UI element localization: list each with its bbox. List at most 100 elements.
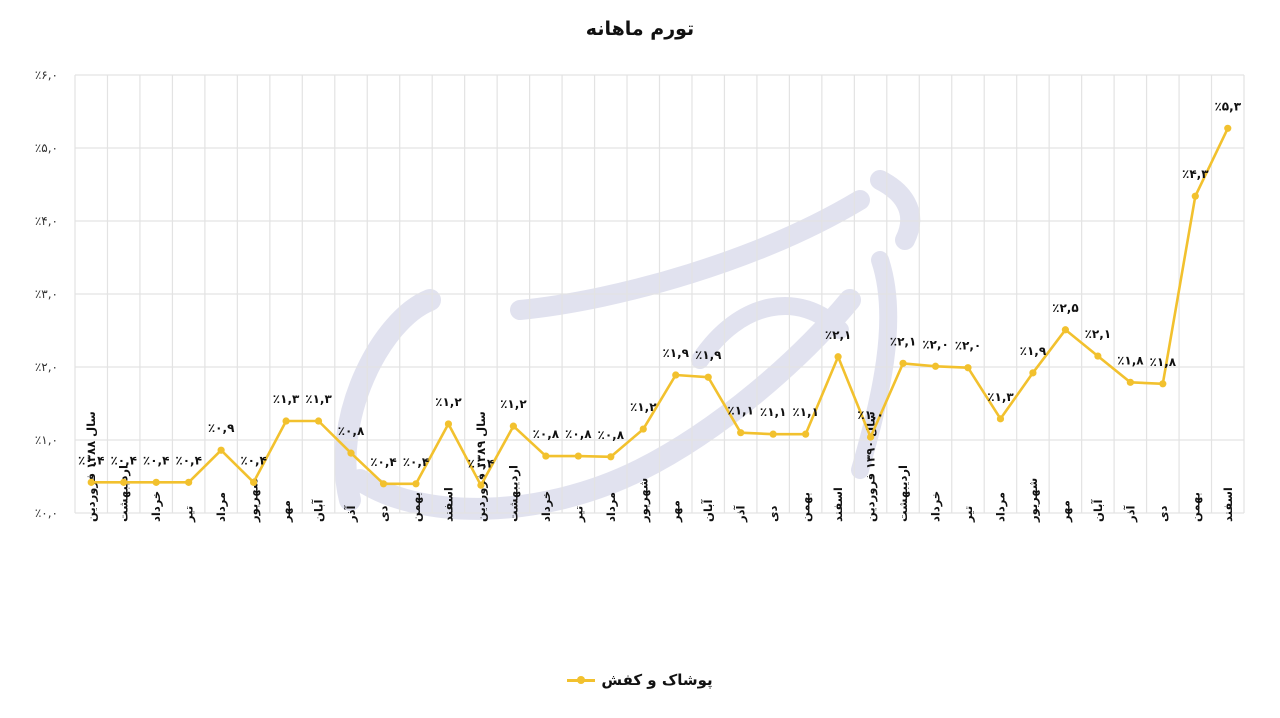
data-point[interactable] [314, 417, 323, 425]
data-label: ٪۲,۱ [890, 334, 917, 348]
series-line [87, 124, 1232, 489]
data-point[interactable] [1159, 380, 1167, 388]
data-label: ٪۲,۱ [1085, 327, 1112, 341]
data-point[interactable] [282, 417, 290, 425]
data-label: ٪۱,۲ [500, 397, 527, 411]
data-point[interactable] [964, 364, 972, 372]
data-point[interactable] [1061, 326, 1070, 334]
x-tick-label: اسفند [1221, 487, 1235, 522]
data-point[interactable] [672, 371, 680, 379]
data-point[interactable] [607, 453, 615, 461]
data-point[interactable] [152, 478, 160, 486]
data-point[interactable] [509, 422, 517, 430]
x-tick-label: بهمن [409, 492, 423, 522]
legend: پوشاک و کفش [0, 671, 1280, 689]
x-tick-label: مرداد [214, 492, 228, 522]
data-point[interactable] [996, 415, 1005, 423]
data-label: ٪۲,۵ [1052, 301, 1079, 315]
x-tick-label: دی [376, 505, 390, 522]
data-point[interactable] [899, 359, 907, 367]
x-tick-label: سال ۱۳۹۰ فروردین [864, 411, 879, 522]
data-point[interactable] [412, 480, 420, 488]
chart-title: تورم ماهانه [585, 18, 695, 40]
data-label: ٪۱,۹ [1020, 344, 1047, 358]
x-tick-label: اردیبهشت [896, 465, 910, 522]
data-point[interactable] [477, 481, 485, 489]
x-tick-label: اسفند [831, 487, 845, 522]
data-label: ٪۱,۸ [1150, 355, 1177, 369]
y-tick-label: ٪۳,۰ [35, 287, 58, 301]
data-point[interactable] [639, 425, 647, 433]
data-label: ٪۱,۱ [727, 404, 754, 418]
data-point[interactable] [704, 373, 712, 381]
x-tick-label: بهمن [1188, 492, 1202, 522]
data-label: ٪۱,۹ [695, 348, 722, 362]
data-label: ٪۰,۸ [565, 427, 592, 441]
y-tick-label: ٪۱,۰ [35, 433, 58, 447]
y-tick-label: ٪۰,۰ [35, 506, 58, 520]
data-point[interactable] [1094, 352, 1102, 360]
data-point[interactable] [444, 420, 453, 428]
data-point[interactable] [802, 430, 810, 438]
x-tick-label: آذر [734, 504, 748, 523]
legend-line-marker-icon [567, 675, 596, 685]
data-label: ٪۱,۳ [305, 392, 332, 406]
data-label: ٪۰,۸ [533, 427, 560, 441]
data-point[interactable] [1029, 369, 1037, 377]
data-point[interactable] [87, 478, 95, 486]
legend-label: پوشاک و کفش [601, 671, 713, 689]
x-tick-label: خرداد [929, 491, 943, 522]
data-label: ٪۰,۴ [403, 455, 430, 469]
x-tick-label: اردیبهشت [117, 465, 131, 522]
data-label: ٪۰,۴ [240, 453, 267, 467]
x-tick-label: مهر [279, 500, 293, 523]
data-label: ٪۵,۳ [1214, 99, 1241, 113]
data-label: ٪۱,۲ [630, 400, 657, 414]
x-tick-label: اردیبهشت [506, 465, 520, 522]
x-tick-label: دی [766, 505, 780, 522]
x-axis: سال ۱۳۸۸ فروردین اردیبهشت خرداد تیر مرداد شهر… [84, 411, 1235, 523]
y-tick-label: ٪۶,۰ [35, 68, 58, 82]
data-point[interactable] [217, 446, 225, 454]
x-tick-label: آذر [344, 504, 358, 523]
x-tick-label: اسفند [441, 487, 455, 522]
data-point[interactable] [834, 353, 842, 361]
x-tick-label: تیر [961, 506, 975, 523]
legend-item[interactable]: پوشاک و کفش [567, 671, 713, 689]
x-tick-label: دی [1156, 505, 1170, 522]
data-point[interactable] [931, 362, 940, 370]
data-point[interactable] [1224, 124, 1232, 132]
data-label: ٪۲,۰ [955, 339, 982, 353]
data-point[interactable] [737, 429, 745, 437]
data-point[interactable] [574, 452, 582, 460]
x-tick-label: بهمن [799, 492, 813, 522]
data-point[interactable] [866, 433, 875, 441]
x-tick-label: مرداد [604, 492, 618, 522]
data-label: ٪۰,۸ [338, 424, 365, 438]
data-label: ٪۰,۴ [143, 453, 170, 467]
y-tick-label: ٪۴,۰ [35, 214, 58, 228]
data-point[interactable] [769, 430, 777, 438]
data-point[interactable] [379, 480, 388, 488]
y-axis: ٪۰,۰ ٪۱,۰ ٪۲,۰ ٪۳,۰ ٪۴,۰ ٪۵,۰ ٪۶,۰ [35, 68, 58, 520]
data-point[interactable] [249, 478, 258, 486]
y-tick-label: ٪۲,۰ [35, 360, 58, 374]
data-label: ٪۱,۸ [1117, 353, 1144, 367]
data-label: ٪۱,۲ [435, 395, 462, 409]
data-label: ٪۰,۴ [110, 453, 137, 467]
data-point[interactable] [185, 478, 193, 486]
x-tick-label: آذر [1123, 504, 1137, 523]
x-tick-label: شهریور [1026, 478, 1041, 523]
data-point[interactable] [542, 452, 550, 460]
data-point[interactable] [1191, 192, 1199, 200]
x-tick-label: شهریور [636, 478, 651, 523]
data-label: ٪۰,۴ [468, 456, 495, 470]
data-label: ٪۱,۱ [792, 405, 819, 419]
data-point[interactable] [1126, 378, 1134, 386]
data-label: ٪۱,۰ [857, 408, 884, 422]
data-label: ٪۴,۳ [1182, 167, 1209, 181]
x-tick-label: آبان [1091, 499, 1105, 522]
data-point[interactable] [120, 478, 128, 486]
data-point[interactable] [347, 449, 355, 457]
y-tick-label: ٪۵,۰ [35, 141, 58, 155]
